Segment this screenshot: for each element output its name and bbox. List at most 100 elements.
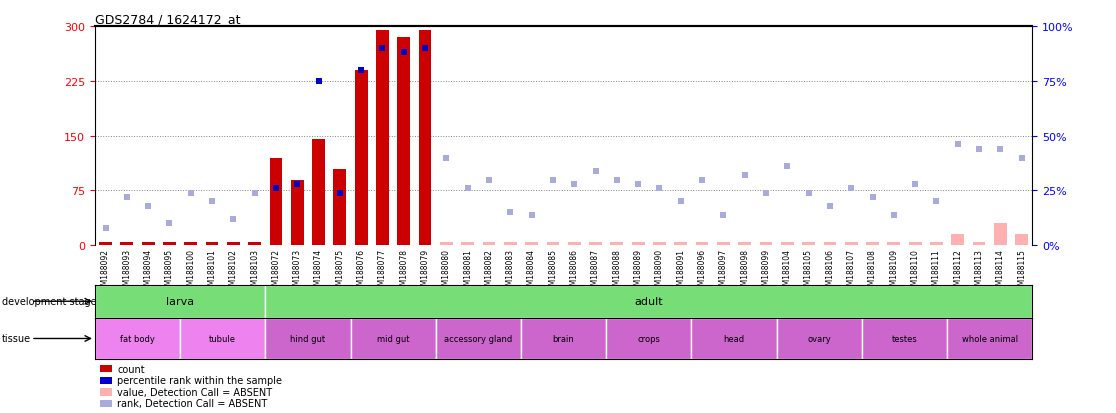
Bar [291,180,304,246]
Point [203,199,221,205]
Point [331,190,349,197]
Text: rank, Detection Call = ABSENT: rank, Detection Call = ABSENT [117,399,268,408]
Bar [862,318,947,359]
Point [651,185,668,192]
Point [735,172,753,179]
Bar [695,242,709,246]
Bar [526,242,538,246]
Point [140,203,157,210]
Point [629,181,647,188]
Text: adult: adult [635,297,663,306]
Bar [435,318,521,359]
Bar [760,242,772,246]
Point [693,177,711,183]
Bar [653,242,666,246]
Bar [334,169,346,246]
Bar [461,242,474,246]
Bar [781,242,793,246]
Text: whole animal: whole animal [962,334,1018,343]
Bar [376,31,388,246]
Bar [504,242,517,246]
Bar [521,318,606,359]
Text: value, Detection Call = ABSENT: value, Detection Call = ABSENT [117,387,272,397]
Bar [610,242,623,246]
Text: brain: brain [552,334,575,343]
Bar [99,243,112,246]
Point [267,185,285,192]
Point [1012,155,1030,161]
Text: accessory gland: accessory gland [444,334,512,343]
Bar [716,242,730,246]
Point [459,185,477,192]
Text: crops: crops [637,334,661,343]
Bar [95,285,266,318]
Bar [355,71,367,246]
Point [416,45,434,52]
Text: larva: larva [166,297,194,306]
Point [843,185,860,192]
Point [927,199,945,205]
Bar [866,242,879,246]
Bar [777,318,862,359]
Bar [1016,235,1028,246]
Bar [547,242,559,246]
Bar [142,243,154,246]
Bar [180,318,266,359]
Bar [951,235,964,246]
Bar [606,318,692,359]
Point [501,209,519,216]
Bar [632,242,645,246]
Point [182,190,200,197]
Point [757,190,775,197]
Bar [205,243,219,246]
Text: development stage: development stage [2,297,97,306]
Text: testes: testes [892,334,917,343]
Point [864,194,882,201]
Bar [95,318,180,359]
Point [353,67,371,74]
Bar [692,318,777,359]
Point [587,168,605,175]
Point [437,155,455,161]
Bar [312,140,325,246]
Point [522,212,540,218]
Text: head: head [723,334,744,343]
Point [543,177,561,183]
Bar [266,318,350,359]
Bar [184,243,198,246]
Point [480,177,498,183]
Bar [739,242,751,246]
Point [161,221,179,227]
Text: count: count [117,364,145,374]
Bar [908,242,922,246]
Point [821,203,839,210]
Bar [674,242,687,246]
Bar [589,242,602,246]
Text: tubule: tubule [209,334,237,343]
Point [949,142,966,148]
Bar [440,242,453,246]
Point [800,190,818,197]
Text: tissue: tissue [2,334,31,344]
Bar [947,318,1032,359]
Bar [121,243,133,246]
Point [246,190,263,197]
Point [970,146,988,153]
Point [395,50,413,57]
Bar [418,31,432,246]
Bar [930,242,943,246]
Text: hind gut: hind gut [290,334,326,343]
Bar [824,242,836,246]
Bar [845,242,857,246]
Bar [994,224,1007,246]
Bar [270,158,282,246]
Bar [887,242,901,246]
Point [991,146,1009,153]
Bar [227,243,240,246]
Point [672,199,690,205]
Point [224,216,242,223]
Bar [248,243,261,246]
Bar [482,242,496,246]
Point [118,194,136,201]
Point [778,164,796,170]
